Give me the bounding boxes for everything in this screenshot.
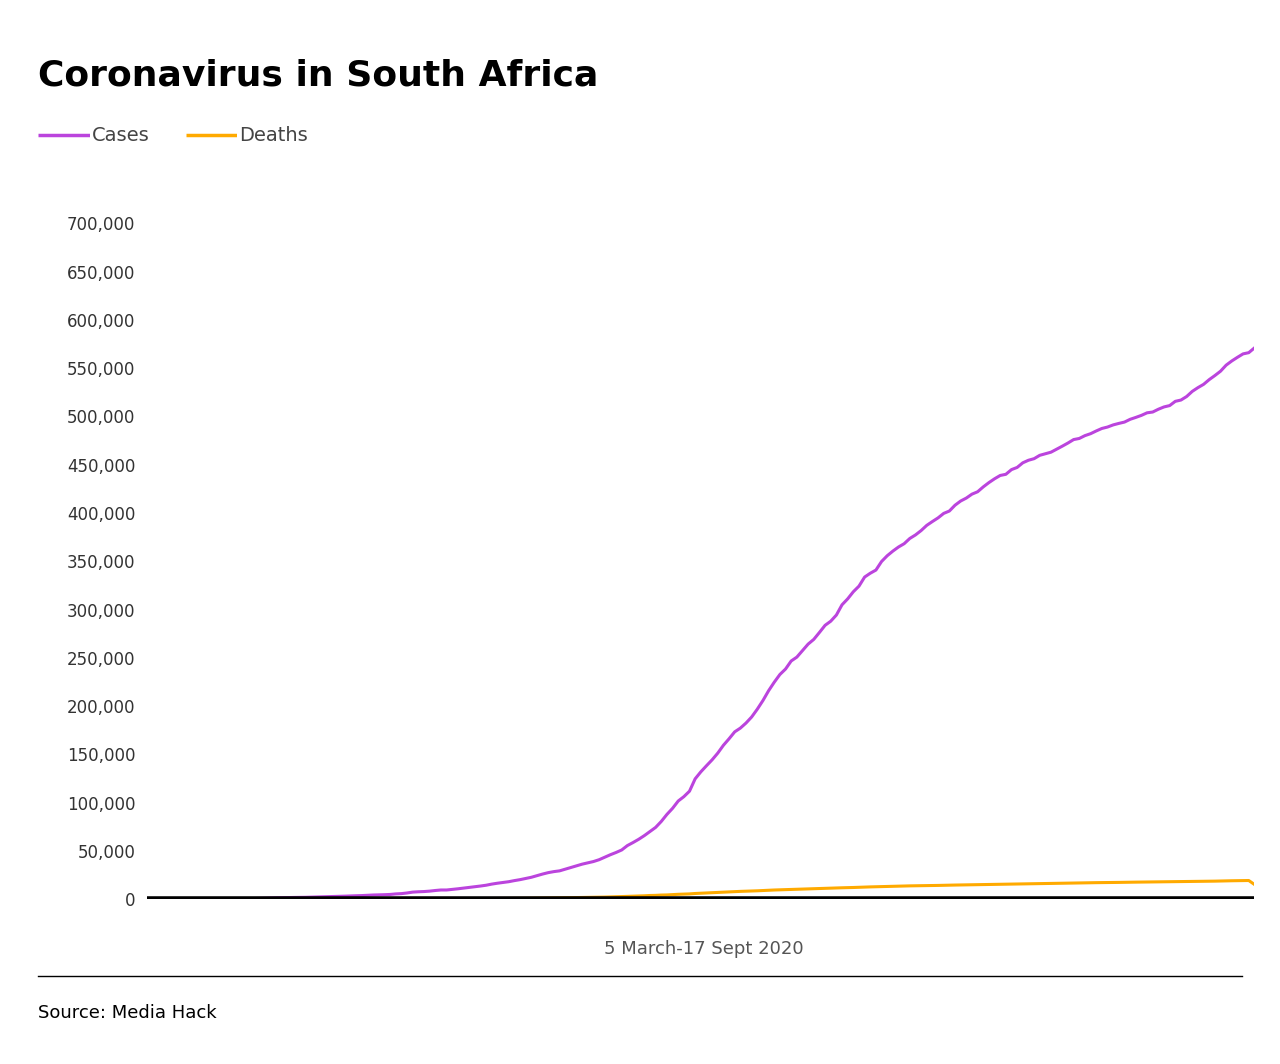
Text: Deaths: Deaths: [239, 126, 308, 145]
Text: Coronavirus in South Africa: Coronavirus in South Africa: [38, 59, 599, 93]
Text: 5 March-17 Sept 2020: 5 March-17 Sept 2020: [604, 941, 804, 958]
Text: Source: Media Hack: Source: Media Hack: [38, 1004, 218, 1021]
Text: Cases: Cases: [92, 126, 150, 145]
